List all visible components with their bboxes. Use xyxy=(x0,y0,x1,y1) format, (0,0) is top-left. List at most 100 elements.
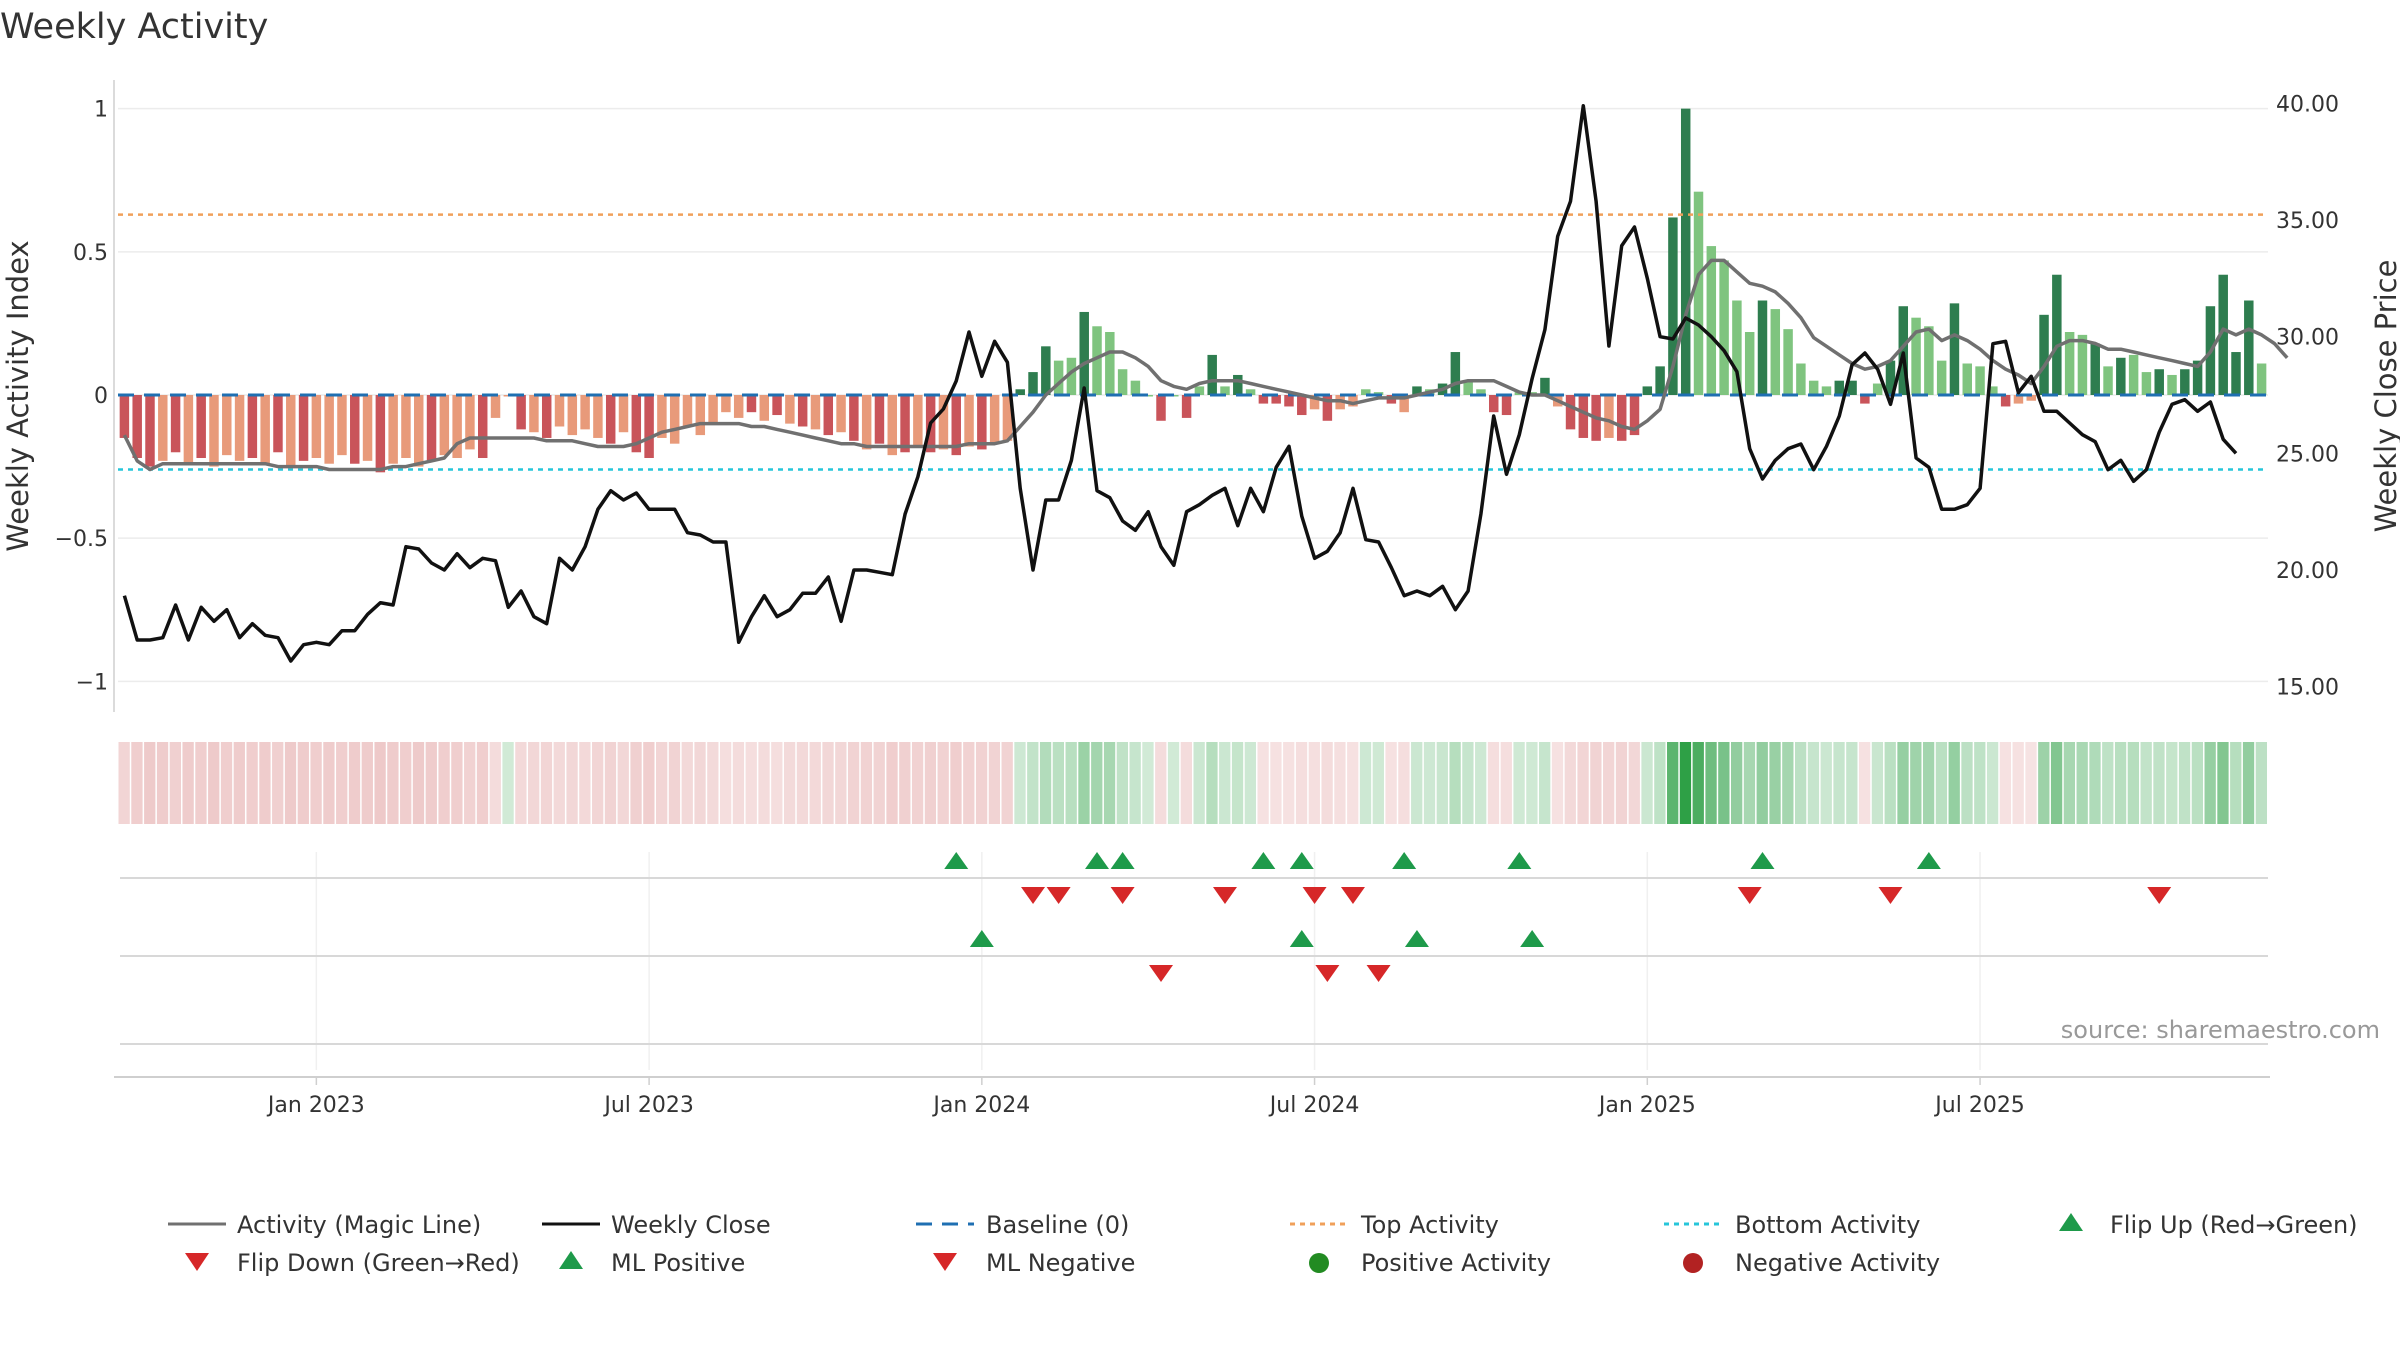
heat-strip-cell xyxy=(131,742,143,824)
heat-strip-cell xyxy=(2063,742,2076,824)
heat-strip-cell xyxy=(182,742,194,824)
ml-positive-marker xyxy=(1520,930,1545,947)
activity-bar xyxy=(721,395,731,413)
activity-bar xyxy=(593,395,603,438)
heat-strip-cell xyxy=(809,742,821,824)
heat-strip-cell xyxy=(2102,742,2114,824)
heat-strip-cell xyxy=(783,742,796,824)
heat-strip-cell xyxy=(668,742,681,824)
heat-strip-cell xyxy=(2127,742,2140,824)
activity-bar xyxy=(657,395,667,438)
y2-tick-label: 20.00 xyxy=(2276,559,2339,584)
activity-bar xyxy=(2090,343,2100,395)
series-lines xyxy=(122,103,2289,663)
heat-strip-cell xyxy=(1372,742,1384,824)
heat-strip-cell xyxy=(1961,742,1973,824)
activity-bar xyxy=(810,395,821,430)
activity-bar xyxy=(1361,389,1371,395)
x-tick-label: Jul 2024 xyxy=(1268,1093,1360,1118)
heat-strip-cell xyxy=(1462,742,1474,824)
heat-strip-cell xyxy=(1833,742,1845,824)
heat-strip-cell xyxy=(911,742,924,824)
activity-bar xyxy=(644,395,654,458)
flip-down-marker xyxy=(1878,887,1903,904)
heat-strip-cell xyxy=(1782,742,1794,824)
activity-bar xyxy=(2116,357,2126,395)
heat-strip-cell xyxy=(348,742,361,824)
heat-strip-cell xyxy=(1654,742,1666,824)
activity-bar xyxy=(1322,395,1333,421)
activity-bar xyxy=(887,395,897,456)
activity-bar xyxy=(1297,395,1307,416)
legend: Activity (Magic Line) Weekly Close Basel… xyxy=(168,1211,2358,1277)
heat-strip-cell xyxy=(1193,742,1205,824)
activity-bar xyxy=(605,395,616,444)
activity-bar xyxy=(1284,395,1294,407)
heat-strip-cell xyxy=(1513,742,1525,824)
activity-bar xyxy=(2231,352,2241,395)
heat-strip-cell xyxy=(886,742,898,824)
activity-bar xyxy=(337,395,347,456)
heat-strip-cell xyxy=(489,742,501,824)
activity-bar xyxy=(682,395,693,427)
activity-bar xyxy=(490,395,501,418)
heat-strip-cell xyxy=(847,742,860,824)
activity-bar xyxy=(516,395,526,430)
activity-bar xyxy=(708,395,718,424)
flip-up-marker xyxy=(1085,852,1110,869)
activity-bar xyxy=(1988,386,1998,395)
activity-bar xyxy=(132,395,142,458)
heat-strip-cell xyxy=(1731,742,1743,824)
legend-label-positive-activity: Positive Activity xyxy=(1361,1249,1551,1277)
heat-strip-cell xyxy=(1935,742,1948,824)
heat-strip-cell xyxy=(1155,742,1167,824)
heat-strip-cell xyxy=(233,742,245,824)
legend-label-ml-positive: ML Positive xyxy=(611,1249,745,1277)
heat-strip-cell xyxy=(1820,742,1832,824)
activity-bar xyxy=(426,395,437,461)
y2-axis-ticks: 40.00 35.00 30.00 25.00 20.00 15.00 xyxy=(2276,92,2339,700)
flip-up-marker xyxy=(944,852,969,869)
heat-strip-cell xyxy=(937,742,949,824)
legend-swatch-ml-positive xyxy=(559,1251,583,1269)
heat-strip-cell xyxy=(835,742,847,824)
heat-strip-cell xyxy=(1475,742,1487,824)
grid-layer xyxy=(113,80,2270,1078)
heat-strip-cell xyxy=(1590,742,1602,824)
heat-strip-cell xyxy=(707,742,719,824)
activity-bar xyxy=(1130,380,1141,395)
heat-strip-cell xyxy=(502,742,514,824)
activity-bar xyxy=(1463,380,1473,395)
activity-bar xyxy=(1860,395,1870,404)
heat-strip-cell xyxy=(2050,742,2063,824)
y2-tick-label: 30.00 xyxy=(2276,326,2339,351)
heat-strip-cell xyxy=(2191,742,2204,824)
activity-bar xyxy=(977,395,987,450)
y-tick-label: 0 xyxy=(94,384,108,409)
activity-bar xyxy=(938,395,949,450)
activity-bar xyxy=(772,395,782,416)
heat-strip-cell xyxy=(873,742,885,824)
activity-bar xyxy=(618,395,629,433)
activity-bar xyxy=(1143,395,1153,397)
heat-strip-cell xyxy=(630,742,642,824)
heat-strip-cell xyxy=(1027,742,1039,824)
activity-bar xyxy=(1258,395,1269,404)
heat-strip-cell xyxy=(1411,742,1423,824)
activity-bar xyxy=(1066,357,1077,395)
heat-strip-cell xyxy=(1078,742,1090,824)
y-tick-label: 0.5 xyxy=(73,241,108,266)
heat-strip-cell xyxy=(195,742,207,824)
ml-positive-marker xyxy=(1289,930,1314,947)
heat-strip-cell xyxy=(1884,742,1896,824)
activity-bar xyxy=(1783,329,1793,395)
heat-strip-cell xyxy=(2114,742,2127,824)
activity-bar xyxy=(529,395,539,433)
heat-strip-cell xyxy=(400,742,412,824)
activity-bar xyxy=(1796,363,1806,395)
activity-bar xyxy=(401,395,411,458)
activity-bar xyxy=(260,395,270,464)
heat-strip-cell xyxy=(758,742,770,824)
heat-strip-cell xyxy=(963,742,975,824)
